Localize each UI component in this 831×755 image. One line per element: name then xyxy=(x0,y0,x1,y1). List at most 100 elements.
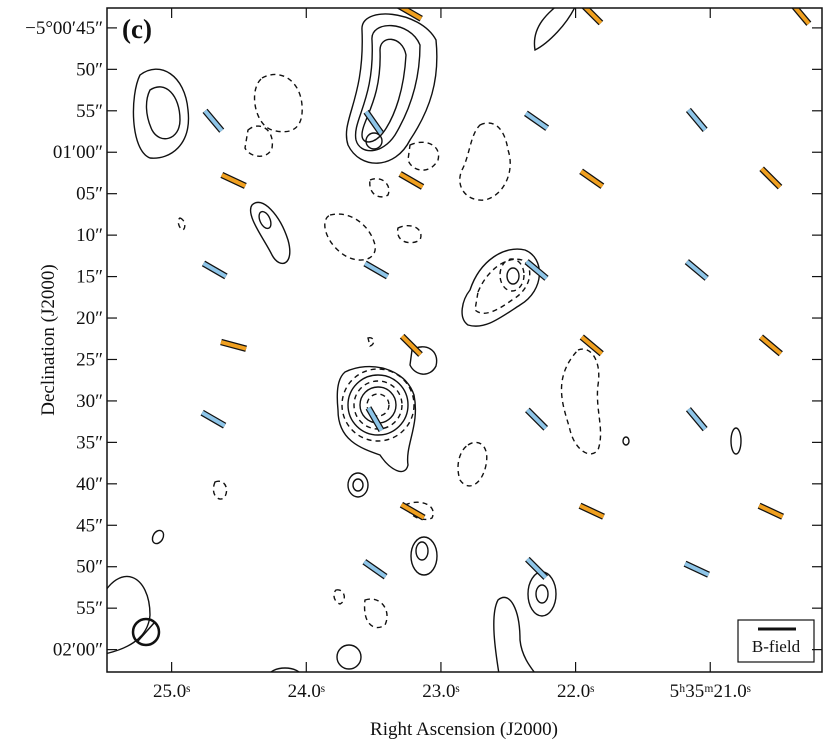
beam xyxy=(131,617,161,647)
vector xyxy=(580,335,603,356)
contour xyxy=(533,8,576,52)
y-tick-label: 01′00″ xyxy=(53,142,103,163)
contour xyxy=(499,258,525,292)
contour xyxy=(107,576,151,655)
x-tick-label: 23.0ˢ xyxy=(422,681,459,702)
vector xyxy=(579,503,605,519)
vector xyxy=(760,167,782,189)
y-tick-label: 50″ xyxy=(76,557,103,578)
y-tick-label: 30″ xyxy=(76,391,103,412)
vector xyxy=(792,8,811,26)
contour xyxy=(560,348,602,455)
contour xyxy=(212,480,228,500)
contour xyxy=(474,258,531,314)
vector xyxy=(579,169,604,188)
contour xyxy=(333,589,346,605)
contour xyxy=(369,178,390,198)
vector xyxy=(398,8,423,21)
y-tick-label: −5°00′45″ xyxy=(25,18,103,39)
contour xyxy=(336,644,362,670)
x-tick-label: 24.0ˢ xyxy=(288,681,325,702)
contour xyxy=(461,248,541,327)
vector xyxy=(201,410,226,428)
contour xyxy=(341,368,415,442)
contour xyxy=(352,478,364,492)
vectors xyxy=(200,8,812,580)
vector xyxy=(583,8,603,25)
contour xyxy=(415,541,429,561)
y-tick-label: 40″ xyxy=(76,474,103,495)
x-axis-label: Right Ascension (J2000) xyxy=(370,719,558,740)
x-tick-label: 22.0ˢ xyxy=(557,681,594,702)
contour xyxy=(367,336,375,347)
contour xyxy=(622,436,630,446)
vector xyxy=(220,340,247,351)
vector xyxy=(524,111,549,130)
vector xyxy=(685,260,709,280)
y-tick-label: 02′00″ xyxy=(53,640,103,661)
contour xyxy=(270,667,300,672)
contour xyxy=(244,125,274,157)
vector xyxy=(363,560,387,579)
x-tick-label: 25.0ˢ xyxy=(153,681,190,702)
y-axis-label: Declination (J2000) xyxy=(38,264,59,415)
vector xyxy=(364,261,389,279)
vector xyxy=(203,109,224,132)
vector xyxy=(366,406,384,432)
y-tick-label: 10″ xyxy=(76,225,103,246)
y-tick-label: 55″ xyxy=(76,101,103,122)
legend-label: B-field xyxy=(752,637,801,656)
vector xyxy=(400,502,425,520)
legend-box xyxy=(737,619,815,663)
contour xyxy=(345,13,438,164)
y-tick-label: 15″ xyxy=(76,267,103,288)
contour xyxy=(535,584,549,604)
contour xyxy=(249,201,291,265)
contour xyxy=(404,501,434,521)
vector xyxy=(525,260,548,280)
contour xyxy=(396,224,422,244)
vector xyxy=(525,408,548,430)
vector xyxy=(686,407,707,431)
y-tick-label: 55″ xyxy=(76,598,103,619)
vector xyxy=(202,261,227,279)
vector xyxy=(364,110,383,135)
contour xyxy=(506,267,520,285)
y-tick-label: 20″ xyxy=(76,308,103,329)
contour xyxy=(493,596,536,672)
contour xyxy=(730,427,742,455)
contour xyxy=(409,346,438,375)
y-tick-label: 50″ xyxy=(76,59,103,80)
vector xyxy=(220,173,247,188)
contour xyxy=(527,571,557,617)
contour xyxy=(459,122,511,201)
contours xyxy=(107,8,742,672)
y-tick-label: 35″ xyxy=(76,432,103,453)
contour xyxy=(410,536,438,576)
contour xyxy=(151,529,165,545)
y-tick-label: 25″ xyxy=(76,349,103,370)
contour xyxy=(145,86,181,140)
beam-axis xyxy=(137,622,155,642)
vector xyxy=(399,172,424,189)
contour xyxy=(365,132,383,150)
vector xyxy=(758,503,784,519)
vector xyxy=(684,561,710,577)
vector xyxy=(759,335,783,356)
plot-frame xyxy=(106,7,823,673)
contour xyxy=(132,68,190,159)
contour xyxy=(177,217,186,231)
contour xyxy=(366,393,390,417)
contour xyxy=(253,73,303,133)
y-tick-label: 05″ xyxy=(76,184,103,205)
vector xyxy=(525,557,548,579)
contour xyxy=(347,472,369,498)
x-tick-label: 5ʰ35ᵐ21.0ˢ xyxy=(670,681,751,702)
contour xyxy=(258,210,272,230)
contour xyxy=(324,213,376,261)
contour xyxy=(457,441,488,487)
y-tick-label: 45″ xyxy=(76,515,103,536)
vector xyxy=(686,108,707,132)
contour xyxy=(407,141,440,171)
